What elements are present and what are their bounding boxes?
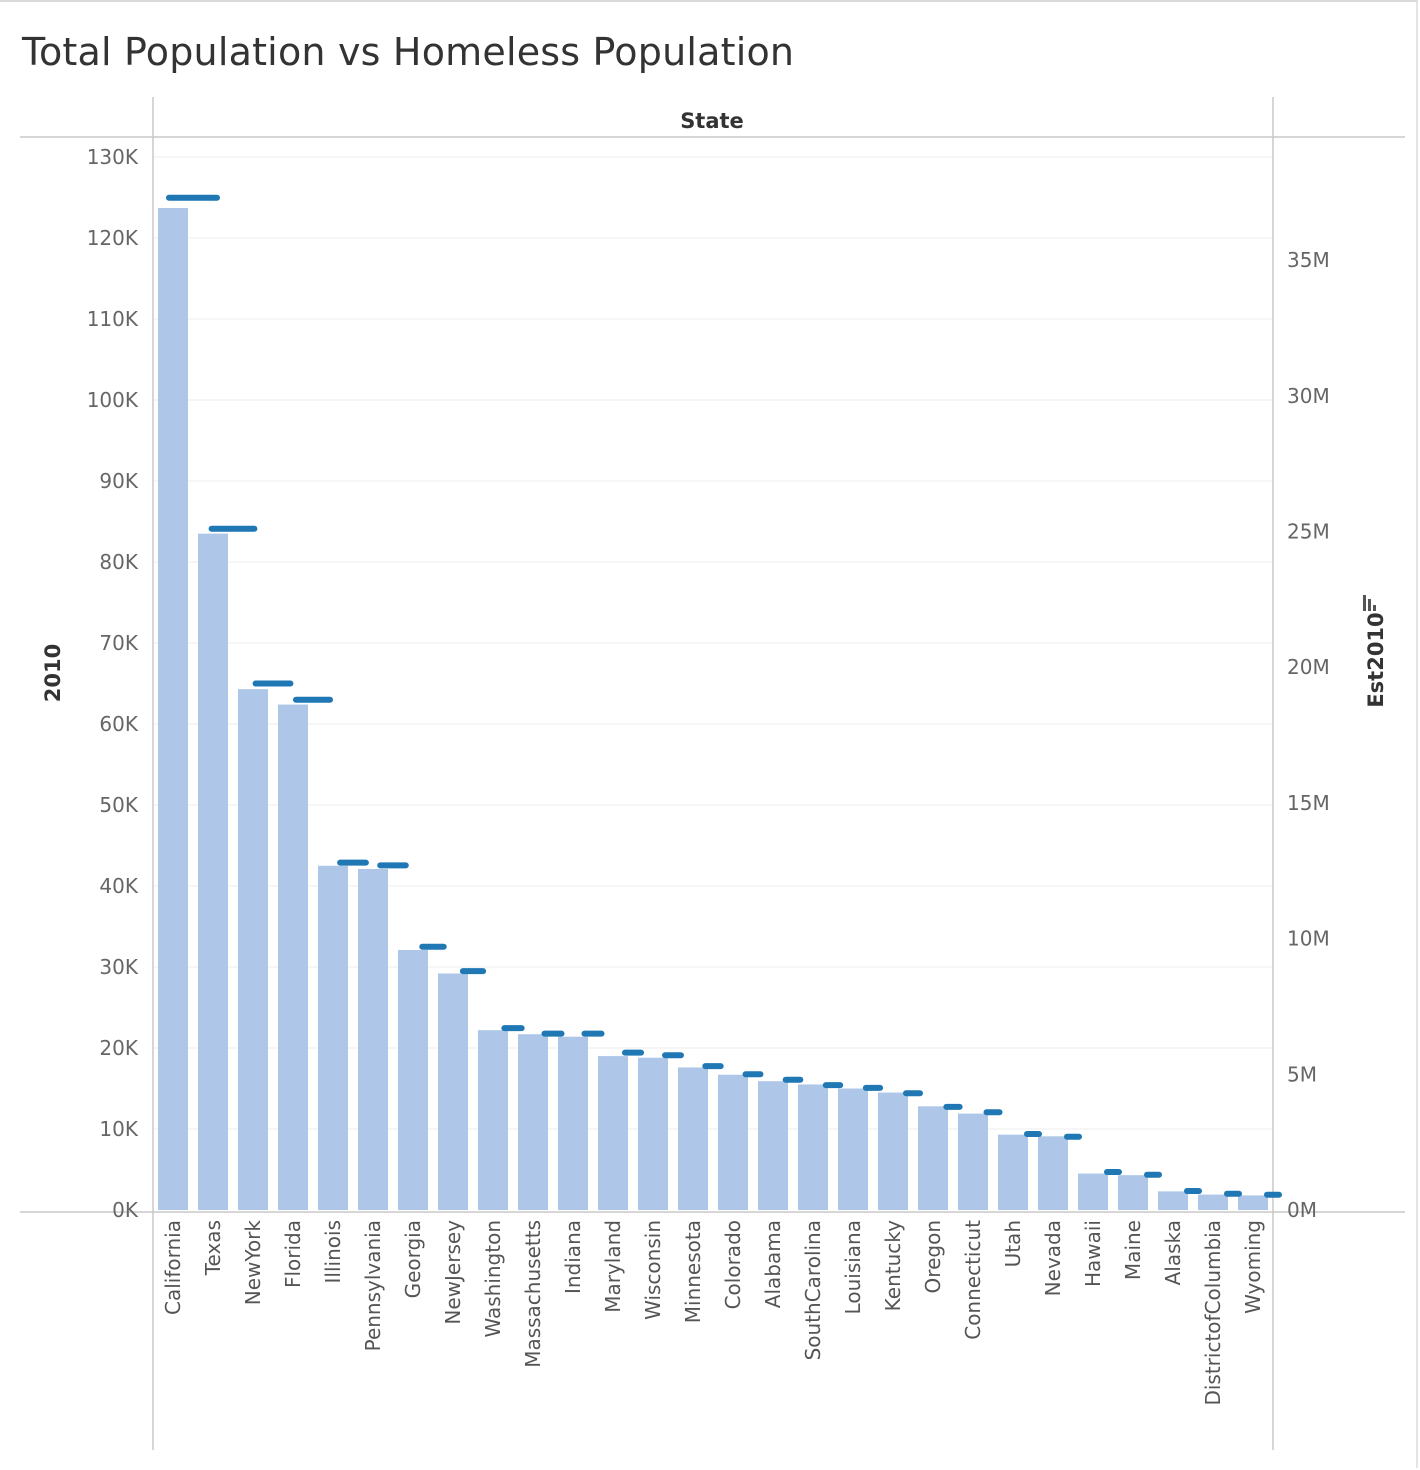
left-tick-label: 70K <box>99 631 138 655</box>
left-tick-label: 110K <box>87 307 139 331</box>
category-label: Alaska <box>1161 1220 1185 1285</box>
left-axis-title: 2010 <box>41 644 65 702</box>
left-tick-label: 130K <box>87 145 139 169</box>
category-label: NewJersey <box>441 1220 465 1325</box>
category-label: Kentucky <box>881 1220 905 1311</box>
category-label: Indiana <box>561 1220 585 1294</box>
bar[interactable] <box>1238 1195 1268 1210</box>
category-label: Connecticut <box>961 1220 985 1340</box>
right-tick-label: 0M <box>1287 1198 1317 1222</box>
category-label: Louisiana <box>841 1220 865 1314</box>
right-tick-label: 10M <box>1287 927 1330 951</box>
category-labels: California Texas NewYork Florida Illinois Pen… <box>161 1220 1265 1406</box>
right-tick-label: 20M <box>1287 655 1330 679</box>
category-label: Maryland <box>601 1220 625 1313</box>
category-label: Alabama <box>761 1220 785 1308</box>
bar[interactable] <box>598 1056 628 1210</box>
right-axis-title-group: Est2010 <box>1363 595 1388 708</box>
category-label: Massachusetts <box>521 1220 545 1368</box>
category-label: Maine <box>1121 1220 1145 1280</box>
sort-descending-icon[interactable] <box>1363 595 1376 611</box>
left-tick-label: 120K <box>87 226 139 250</box>
bar[interactable] <box>718 1074 748 1210</box>
left-tick-label: 50K <box>99 793 138 817</box>
bar[interactable] <box>318 865 348 1210</box>
bar[interactable] <box>1118 1175 1148 1210</box>
bar[interactable] <box>838 1088 868 1211</box>
category-label: SouthCarolina <box>801 1220 825 1360</box>
bar[interactable] <box>638 1057 668 1210</box>
bar[interactable] <box>958 1113 988 1210</box>
left-tick-label: 100K <box>87 388 139 412</box>
category-label: Florida <box>281 1220 305 1288</box>
category-label: California <box>161 1220 185 1315</box>
dash-series-est2010 <box>166 194 1282 1198</box>
category-label: Texas <box>201 1220 225 1276</box>
bar[interactable] <box>918 1106 948 1210</box>
category-label: Minnesota <box>681 1220 705 1323</box>
category-label: Oregon <box>921 1220 945 1293</box>
axis-frame <box>20 97 1405 1450</box>
bar[interactable] <box>518 1034 548 1210</box>
category-label: Georgia <box>401 1220 425 1298</box>
bar[interactable] <box>358 868 388 1210</box>
bar[interactable] <box>478 1030 508 1210</box>
bar-series-2010 <box>158 208 1268 1210</box>
category-label: Utah <box>1001 1220 1025 1267</box>
bar[interactable] <box>158 208 188 1210</box>
bar[interactable] <box>438 973 468 1210</box>
bar[interactable] <box>1158 1191 1188 1210</box>
left-tick-label: 80K <box>99 550 138 574</box>
left-tick-label: 10K <box>99 1117 138 1141</box>
bar[interactable] <box>678 1067 708 1210</box>
category-label: Illinois <box>321 1220 345 1283</box>
right-tick-label: 15M <box>1287 791 1330 815</box>
bar[interactable] <box>998 1134 1028 1210</box>
left-tick-label: 20K <box>99 1036 138 1060</box>
bar[interactable] <box>878 1092 908 1210</box>
category-label: NewYork <box>241 1220 265 1306</box>
category-label: Colorado <box>721 1220 745 1309</box>
right-tick-label: 25M <box>1287 520 1330 544</box>
gridlines <box>153 156 1273 1130</box>
right-tick-label: 5M <box>1287 1062 1317 1086</box>
bar[interactable] <box>758 1081 788 1210</box>
category-label: Pennsylvania <box>361 1220 385 1351</box>
bar[interactable] <box>798 1084 828 1210</box>
category-label: Wyoming <box>1241 1220 1265 1314</box>
left-tick-label: 30K <box>99 955 138 979</box>
left-tick-label: 90K <box>99 469 138 493</box>
category-label: Washington <box>481 1220 505 1338</box>
right-axis-ticks: 0M 5M 10M 15M 20M 25M 30M 35M <box>1287 248 1330 1222</box>
category-label: Nevada <box>1041 1220 1065 1296</box>
bar[interactable] <box>1078 1173 1108 1210</box>
right-axis-title: Est2010 <box>1364 612 1388 707</box>
left-tick-label: 0K <box>112 1198 139 1222</box>
category-label: Wisconsin <box>641 1220 665 1320</box>
category-label: Hawaii <box>1081 1220 1105 1287</box>
left-axis-ticks: 0K 10K 20K 30K 40K 50K 60K 70K 80K 90K 100K 110K 120… <box>87 145 139 1222</box>
bar[interactable] <box>558 1036 588 1210</box>
category-label: DistrictofColumbia <box>1201 1220 1225 1406</box>
right-tick-label: 35M <box>1287 248 1330 272</box>
right-tick-label: 30M <box>1287 384 1330 408</box>
bar[interactable] <box>1038 1136 1068 1210</box>
bar[interactable] <box>198 533 228 1210</box>
bar[interactable] <box>398 949 428 1210</box>
left-tick-label: 60K <box>99 712 138 736</box>
chart-title: Total Population vs Homeless Population <box>22 30 795 74</box>
bar[interactable] <box>1198 1194 1228 1210</box>
bar[interactable] <box>278 704 308 1210</box>
column-header-state: State <box>680 109 744 133</box>
bar[interactable] <box>238 689 268 1210</box>
left-tick-label: 40K <box>99 874 138 898</box>
